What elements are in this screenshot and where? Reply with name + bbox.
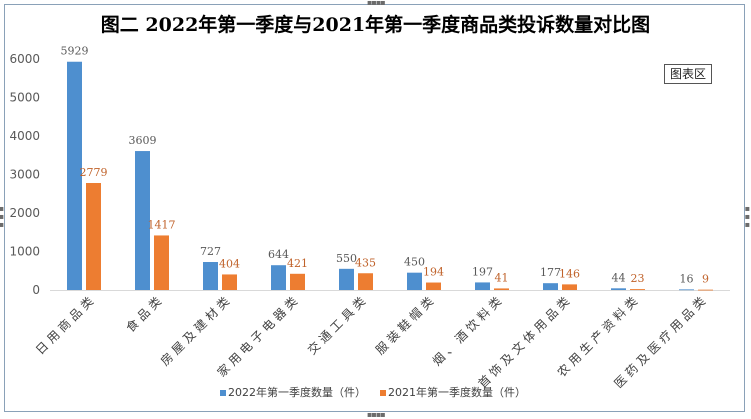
legend-label: 2021年第一季度数量（件）	[388, 385, 526, 399]
bar-2021-8	[630, 289, 645, 290]
data-label: 1417	[148, 218, 176, 231]
category-label: 烟 、 酒 饮 料 类	[430, 294, 504, 368]
data-label: 450	[404, 256, 425, 269]
legend-label: 2022年第一季度数量（件）	[228, 385, 366, 399]
chart-area-tooltip: 图表区	[664, 64, 712, 84]
data-label: 5929	[61, 45, 89, 58]
data-label: 41	[495, 271, 509, 284]
data-label: 2779	[80, 166, 108, 179]
bar-2021-0	[86, 183, 101, 290]
category-label: 食 品 类	[123, 294, 164, 335]
data-label: 23	[631, 272, 645, 285]
data-label: 16	[680, 272, 694, 285]
bar-2021-9	[698, 289, 713, 291]
y-tick-label: 6000	[9, 52, 40, 66]
y-tick-label: 1000	[9, 245, 40, 259]
resize-handle-left[interactable]: ▪▪▪	[0, 204, 6, 228]
resize-handle-right[interactable]: ▪▪▪	[743, 204, 751, 228]
bar-2021-1	[154, 235, 169, 290]
bar-2021-7	[562, 284, 577, 290]
resize-handle-top[interactable]: ▪▪▪▪	[367, 0, 386, 7]
category-label: 服 装 鞋 帽 类	[372, 294, 436, 358]
data-label: 177	[540, 266, 561, 279]
bar-2022-6	[475, 282, 490, 290]
y-tick-label: 5000	[9, 91, 40, 105]
data-label: 435	[355, 256, 376, 269]
bar-2022-0	[67, 61, 82, 290]
bar-2022-1	[135, 151, 150, 290]
category-label: 交 通 工 具 类	[304, 294, 368, 358]
bar-2021-4	[358, 273, 373, 290]
data-label: 404	[219, 257, 240, 270]
chart-title: 图二 2022年第一季度与2021年第一季度商品类投诉数量对比图	[100, 14, 651, 36]
data-label: 644	[268, 248, 289, 261]
data-label: 727	[200, 245, 221, 258]
data-label: 3609	[129, 134, 157, 147]
bar-2022-2	[203, 262, 218, 290]
chart-frame[interactable]	[4, 4, 745, 412]
bar-2022-5	[407, 272, 422, 290]
category-label: 房 屋 及 建 材 类	[157, 294, 232, 369]
y-tick-label: 3000	[9, 168, 40, 182]
y-tick-label: 2000	[9, 206, 40, 220]
bar-2022-9	[679, 289, 694, 291]
legend-swatch	[220, 390, 226, 396]
data-label: 421	[287, 257, 308, 270]
data-label: 194	[423, 266, 444, 279]
bar-2021-2	[222, 274, 237, 290]
resize-handle-bottom[interactable]: ▪▪▪▪	[367, 410, 386, 419]
bar-2022-7	[543, 283, 558, 290]
bar-2021-5	[426, 282, 441, 290]
data-label: 197	[472, 265, 493, 278]
legend-swatch	[380, 390, 386, 396]
data-label: 550	[336, 252, 357, 265]
bar-2022-4	[339, 268, 354, 290]
bar-2022-3	[271, 265, 286, 290]
bar-2021-6	[494, 288, 509, 290]
bar-2022-8	[611, 288, 626, 290]
category-label: 日 用 商 品 类	[32, 294, 96, 358]
y-tick-label: 0	[32, 283, 40, 297]
data-label: 9	[702, 273, 709, 286]
bar-2021-3	[290, 273, 305, 290]
data-label: 146	[559, 267, 580, 280]
data-label: 44	[612, 271, 626, 284]
y-tick-label: 4000	[9, 129, 40, 143]
